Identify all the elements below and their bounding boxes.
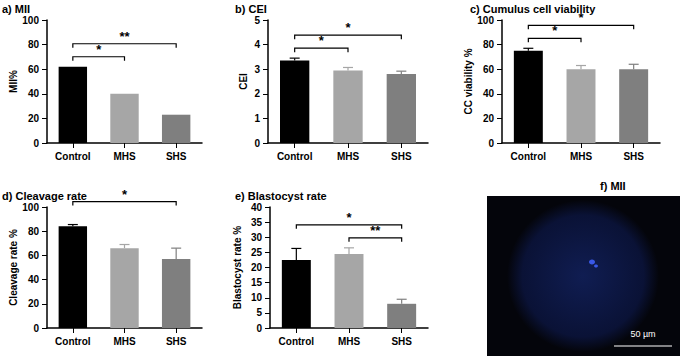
svg-text:0: 0 xyxy=(33,138,39,149)
svg-text:80: 80 xyxy=(28,226,40,237)
svg-text:Control: Control xyxy=(55,336,91,347)
svg-text:5: 5 xyxy=(254,15,260,26)
svg-text:50 µm: 50 µm xyxy=(630,329,655,339)
svg-text:60: 60 xyxy=(28,64,40,75)
svg-text:Control: Control xyxy=(277,151,313,162)
svg-text:Blastocyst rate %: Blastocyst rate % xyxy=(232,226,243,309)
svg-text:40: 40 xyxy=(251,202,263,213)
svg-text:35: 35 xyxy=(251,217,263,228)
svg-text:100: 100 xyxy=(22,202,39,213)
svg-text:40: 40 xyxy=(483,88,495,99)
svg-text:20: 20 xyxy=(483,113,495,124)
svg-text:15: 15 xyxy=(251,277,263,288)
svg-text:f) MII: f) MII xyxy=(600,180,626,192)
svg-text:SHS: SHS xyxy=(391,336,412,347)
svg-text:0: 0 xyxy=(33,323,39,334)
svg-text:d) Cleavage rate: d) Cleavage rate xyxy=(2,190,87,202)
svg-text:MHS: MHS xyxy=(337,151,360,162)
svg-text:Cleavage rate %: Cleavage rate % xyxy=(8,229,19,306)
svg-text:60: 60 xyxy=(483,64,495,75)
svg-text:**: ** xyxy=(119,29,130,44)
svg-text:80: 80 xyxy=(28,39,40,50)
svg-text:0: 0 xyxy=(254,138,260,149)
svg-text:MHS: MHS xyxy=(570,151,593,162)
svg-text:0: 0 xyxy=(488,138,494,149)
svg-text:e) Blastocyst rate: e) Blastocyst rate xyxy=(235,190,327,202)
svg-text:MHS: MHS xyxy=(338,336,361,347)
svg-text:a) MII: a) MII xyxy=(2,3,30,15)
svg-text:Control: Control xyxy=(55,151,91,162)
svg-text:20: 20 xyxy=(251,262,263,273)
svg-text:MII%: MII% xyxy=(8,70,19,93)
svg-text:100: 100 xyxy=(22,15,39,26)
svg-text:30: 30 xyxy=(251,232,263,243)
svg-text:0: 0 xyxy=(256,323,262,334)
svg-text:Control: Control xyxy=(511,151,547,162)
svg-text:1: 1 xyxy=(254,113,260,124)
svg-text:MHS: MHS xyxy=(113,151,136,162)
svg-text:**: ** xyxy=(370,223,381,238)
svg-text:SHS: SHS xyxy=(166,336,187,347)
svg-text:60: 60 xyxy=(28,250,40,261)
svg-text:25: 25 xyxy=(251,247,263,258)
svg-text:4: 4 xyxy=(254,39,260,50)
svg-text:*: * xyxy=(346,210,352,225)
svg-text:SHS: SHS xyxy=(623,151,644,162)
svg-text:40: 40 xyxy=(28,274,40,285)
svg-text:2: 2 xyxy=(254,88,260,99)
svg-text:CC viability %: CC viability % xyxy=(463,48,474,114)
svg-text:20: 20 xyxy=(28,298,40,309)
svg-text:3: 3 xyxy=(254,64,260,75)
svg-text:MHS: MHS xyxy=(113,336,136,347)
svg-text:CEI: CEI xyxy=(238,73,249,90)
svg-text:SHS: SHS xyxy=(391,151,412,162)
svg-text:*: * xyxy=(122,187,128,202)
svg-text:80: 80 xyxy=(483,39,495,50)
svg-text:100: 100 xyxy=(477,15,494,26)
svg-text:40: 40 xyxy=(28,88,40,99)
svg-text:20: 20 xyxy=(28,113,40,124)
svg-text:c) Cumulus cell viability: c) Cumulus cell viability xyxy=(470,3,596,15)
svg-text:10: 10 xyxy=(251,292,263,303)
svg-text:Control: Control xyxy=(279,336,315,347)
svg-text:*: * xyxy=(578,10,584,25)
svg-text:5: 5 xyxy=(256,307,262,318)
svg-text:*: * xyxy=(345,20,351,35)
svg-text:SHS: SHS xyxy=(166,151,187,162)
svg-text:b) CEI: b) CEI xyxy=(235,3,267,15)
